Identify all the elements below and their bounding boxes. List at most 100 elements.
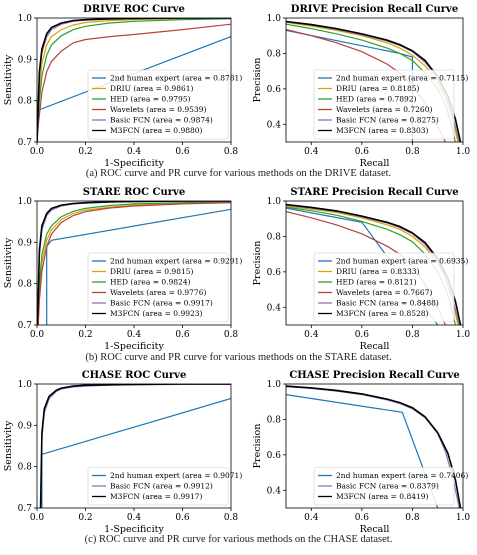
legend-label-basic-fcn: Basic FCN (area = 0.8379) [336, 482, 439, 491]
y-tick-label: 0.7 [18, 321, 33, 331]
panel-chase-roc-curve: CHASE ROC Curve 0.0 0.2 0.4 0.6 0.8 0.7 0.8 0.9 1… [3, 370, 242, 535]
y-tick-label: 0.7 [18, 138, 33, 148]
x-tick-label: 0.0 [30, 330, 45, 340]
x-tick-label: 0.4 [127, 513, 142, 523]
y-tick-label: 0.4 [267, 303, 282, 313]
x-tick-label: 0.0 [30, 513, 45, 523]
x-axis-label: 1-Specificity [104, 341, 164, 352]
x-tick-label: 0.8 [224, 513, 239, 523]
x-tick-label: 1.0 [456, 513, 471, 523]
chart-title: DRIVE ROC Curve [83, 4, 185, 15]
legend-label-hed: HED (area = 0.9824) [110, 278, 191, 287]
y-tick-label: 0.7 [18, 504, 33, 514]
x-tick-label: 0.6 [355, 513, 370, 523]
y-tick-label: 0.8 [267, 232, 282, 242]
legend: 2nd human expert (area = 0.9071) Basic FC… [87, 467, 242, 506]
panel-chase-precision-recall-curve: CHASE Precision Recall Curve 0.4 0.6 0.8 1.0… [252, 370, 470, 535]
y-tick-label: 1.0 [267, 380, 282, 390]
x-tick-label: 0.6 [355, 330, 370, 340]
legend-label-wavelets: Wavelets (area = 0.9539) [110, 105, 206, 114]
legend-box [87, 467, 229, 506]
legend: 2nd human expert (area = 0.7406) Basic FC… [313, 467, 468, 506]
legend-label-2nd-human-expert: 2nd human expert (area = 0.7406) [336, 471, 468, 480]
chart-title: CHASE Precision Recall Curve [289, 370, 459, 381]
x-tick-label: 0.8 [224, 330, 239, 340]
x-tick-label: 1.0 [456, 147, 471, 157]
legend-label-basic-fcn: Basic FCN (area = 0.9912) [110, 482, 213, 491]
legend-label-basic-fcn: Basic FCN (area = 0.8488) [336, 299, 439, 308]
y-tick-label: 0.8 [267, 49, 282, 59]
x-tick-label: 0.6 [175, 513, 190, 523]
chart-title: STARE ROC Curve [83, 187, 185, 198]
y-axis-label: Sensitivity [3, 54, 14, 105]
legend-box [87, 69, 229, 140]
y-tick-label: 0.8 [18, 463, 33, 473]
legend: 2nd human expert (area = 0.8781)DRIU (ar… [87, 69, 242, 140]
legend-label-m3fcn: M3FCN (area = 0.9923) [110, 309, 203, 318]
legend-label-2nd-human-expert: 2nd human expert (area = 0.7115) [336, 74, 468, 83]
legend-label-basic-fcn: Basic FCN (area = 0.9874) [110, 116, 213, 125]
y-tick-label: 0.9 [18, 55, 33, 65]
y-tick-label: 0.9 [18, 421, 33, 431]
y-tick-label: 0.8 [267, 415, 282, 425]
chart-title: CHASE ROC Curve [82, 370, 187, 381]
panel-stare-precision-recall-curve: STARE Precision Recall Curve 0.4 0.6 0.8 1.0… [252, 187, 470, 352]
plot-frame [285, 17, 464, 143]
x-tick-label: 0.6 [175, 147, 190, 157]
legend: 2nd human expert (area = 0.6935)DRIU (ar… [313, 252, 468, 323]
series-line-hed [37, 201, 231, 325]
panel-stare-roc-curve: STARE ROC Curve 0.0 0.2 0.4 0.6 0.8 0.7 0.8 0.9 1… [3, 187, 242, 352]
series-line-2nd-human-expert [37, 36, 231, 142]
series-line-2nd-human-expert [46, 208, 231, 325]
legend-label-driu: DRIU (area = 0.8333) [336, 267, 420, 276]
x-tick-label: 0.4 [304, 147, 319, 157]
y-tick-label: 0.9 [18, 238, 33, 248]
series-line-driu [37, 202, 231, 325]
legend-label-2nd-human-expert: 2nd human expert (area = 0.8781) [110, 74, 242, 83]
legend-label-m3fcn: M3FCN (area = 0.9880) [110, 126, 203, 135]
y-tick-label: 1.0 [18, 380, 33, 390]
y-tick-label: 0.8 [18, 97, 33, 107]
legend-label-driu: DRIU (area = 0.9815) [110, 267, 194, 276]
x-axis-label: Recall [360, 158, 390, 169]
legend-label-2nd-human-expert: 2nd human expert (area = 0.9071) [110, 471, 242, 480]
series-line-m3fcn [286, 385, 462, 508]
x-tick-label: 1.0 [456, 330, 471, 340]
x-tick-label: 0.4 [304, 513, 319, 523]
series-line-wavelets [37, 23, 231, 142]
y-tick-label: 1.0 [18, 197, 33, 207]
x-tick-label: 0.4 [127, 147, 142, 157]
plot-frame [285, 383, 464, 509]
legend-label-driu: DRIU (area = 0.8185) [336, 84, 420, 93]
caption-drive: (a) ROC curve and PR curve for various m… [85, 168, 392, 179]
x-tick-label: 0.4 [304, 330, 319, 340]
legend-label-2nd-human-expert: 2nd human expert (area = 0.6935) [336, 257, 468, 266]
legend-label-wavelets: Wavelets (area = 0.7667) [336, 288, 432, 297]
series-line-driu [37, 18, 231, 142]
x-tick-label: 0.6 [175, 330, 190, 340]
legend-label-basic-fcn: Basic FCN (area = 0.9917) [110, 299, 213, 308]
y-axis-label: Sensitivity [3, 237, 14, 288]
y-tick-label: 0.6 [267, 451, 282, 461]
legend-label-m3fcn: M3FCN (area = 0.8303) [336, 126, 429, 135]
y-tick-label: 1.0 [267, 197, 282, 207]
y-tick-label: 0.4 [267, 120, 282, 130]
y-axis-label: Precision [252, 241, 263, 286]
legend-box [313, 467, 455, 506]
y-axis-label: Precision [252, 424, 263, 469]
x-axis-label: 1-Specificity [104, 158, 164, 169]
x-tick-label: 0.4 [127, 330, 142, 340]
y-tick-label: 0.6 [267, 268, 282, 278]
legend-label-basic-fcn: Basic FCN (area = 0.8275) [336, 116, 439, 125]
chart-title: DRIVE Precision Recall Curve [291, 4, 458, 15]
series-line-wavelets [37, 202, 231, 325]
y-tick-label: 1.0 [267, 14, 282, 24]
series-line-hed [37, 18, 231, 142]
panel-drive-precision-recall-curve: DRIVE Precision Recall Curve 0.4 0.6 0.8 1.0… [252, 4, 470, 169]
legend-label-m3fcn: M3FCN (area = 0.8419) [336, 492, 429, 501]
y-tick-label: 0.6 [267, 85, 282, 95]
y-tick-label: 0.8 [18, 280, 33, 290]
legend-label-wavelets: Wavelets (area = 0.9776) [110, 288, 206, 297]
